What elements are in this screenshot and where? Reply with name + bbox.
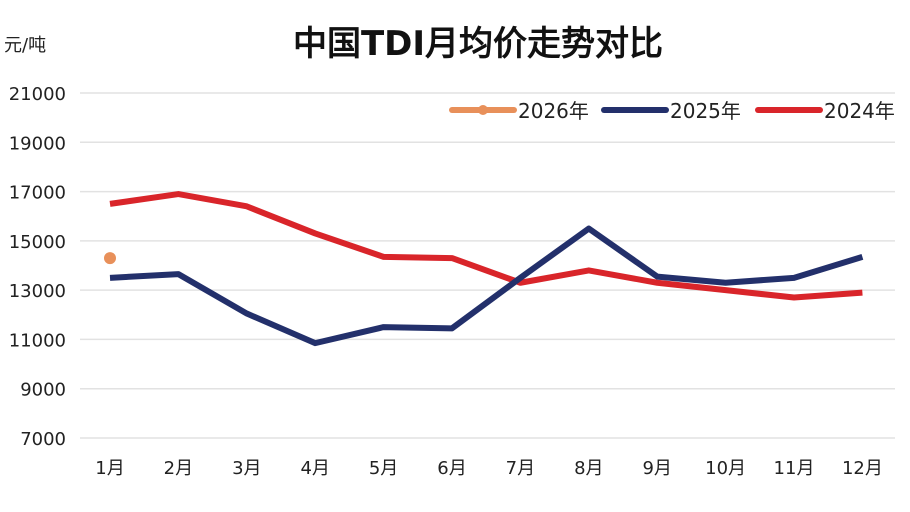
y-tick-label: 17000 — [9, 183, 66, 204]
y-tick-label: 13000 — [9, 281, 66, 302]
y-tick-label: 15000 — [9, 232, 66, 253]
x-tick-label: 4月 — [300, 458, 329, 479]
y-tick-label: 19000 — [9, 133, 66, 154]
series-2024-line — [109, 191, 863, 301]
y-tick-label: 21000 — [9, 84, 66, 105]
chart-title: 中国TDI月均价走势对比 — [293, 24, 663, 64]
y-axis-unit-label: 元/吨 — [4, 35, 46, 56]
series-2026-point — [104, 252, 116, 265]
x-tick-label: 8月 — [574, 458, 603, 479]
y-tick-label: 11000 — [9, 330, 66, 351]
series-2025-line — [109, 225, 864, 347]
legend-label: 2026年 — [518, 99, 589, 123]
x-tick-label: 11月 — [774, 458, 815, 479]
x-tick-label: 3月 — [232, 458, 261, 479]
x-tick-label: 5月 — [369, 458, 398, 479]
y-tick-label: 7000 — [20, 429, 66, 450]
x-tick-label: 2月 — [164, 458, 193, 479]
x-tick-label: 6月 — [437, 458, 466, 479]
x-tick-label: 7月 — [506, 458, 535, 479]
y-tick-label: 9000 — [20, 380, 66, 401]
x-tick-label: 1月 — [95, 458, 124, 479]
legend-label: 2024年 — [824, 99, 895, 123]
x-tick-label: 10月 — [705, 458, 746, 479]
x-tick-label: 9月 — [642, 458, 671, 479]
legend-label: 2025年 — [670, 99, 741, 123]
legend-marker — [478, 105, 488, 115]
x-tick-label: 12月 — [842, 458, 883, 479]
